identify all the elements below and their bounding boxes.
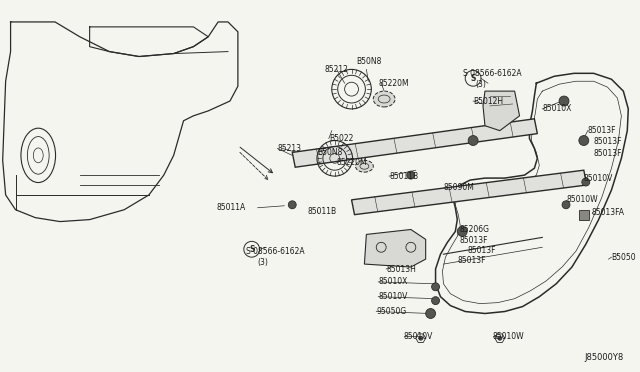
Text: 85220M: 85220M: [378, 79, 409, 88]
Text: 85011B: 85011B: [389, 171, 418, 181]
Text: 85010V: 85010V: [404, 332, 433, 341]
Text: 85013F: 85013F: [458, 256, 486, 264]
Polygon shape: [292, 119, 538, 167]
Text: 85010V: 85010V: [378, 292, 408, 301]
Text: 85010W: 85010W: [566, 195, 598, 204]
Text: B5012H: B5012H: [473, 96, 503, 106]
Text: 85013F: 85013F: [467, 246, 496, 255]
Text: 85220M: 85220M: [337, 158, 367, 167]
Text: 85010X: 85010X: [542, 105, 572, 113]
Text: 85010X: 85010X: [378, 278, 408, 286]
Circle shape: [582, 178, 589, 186]
Ellipse shape: [355, 160, 373, 172]
Text: 85213: 85213: [277, 144, 301, 153]
Text: 85010V: 85010V: [584, 174, 613, 183]
Text: 85013F: 85013F: [460, 236, 488, 245]
Circle shape: [498, 336, 502, 340]
Text: S: S: [470, 74, 476, 83]
Circle shape: [419, 336, 422, 340]
Circle shape: [407, 171, 415, 179]
Circle shape: [562, 201, 570, 209]
Text: S: S: [249, 245, 255, 254]
Circle shape: [288, 201, 296, 209]
Text: 85013H: 85013H: [386, 264, 416, 273]
Circle shape: [559, 96, 569, 106]
Circle shape: [426, 308, 436, 318]
Polygon shape: [364, 230, 426, 267]
Text: J85000Y8: J85000Y8: [584, 353, 623, 362]
Text: 85010W: 85010W: [493, 332, 525, 341]
Circle shape: [468, 136, 478, 145]
Text: 85212: 85212: [325, 65, 349, 74]
Text: 95050G: 95050G: [376, 307, 406, 316]
Text: (3): (3): [475, 80, 486, 89]
Text: B5022: B5022: [329, 134, 353, 143]
Polygon shape: [351, 170, 587, 215]
Text: (3): (3): [258, 257, 269, 267]
Text: 85011B: 85011B: [307, 207, 336, 216]
Circle shape: [458, 227, 467, 236]
Text: 85011A: 85011A: [216, 203, 245, 212]
Circle shape: [431, 297, 440, 305]
Text: S 08566-6162A: S 08566-6162A: [463, 69, 522, 78]
Circle shape: [431, 283, 440, 291]
Text: 85013F: 85013F: [594, 137, 622, 146]
Polygon shape: [483, 91, 520, 131]
Text: B5050: B5050: [611, 253, 636, 262]
Text: 85090M: 85090M: [444, 183, 474, 192]
Bar: [579, 210, 589, 219]
Text: B50N8: B50N8: [356, 57, 382, 66]
Circle shape: [579, 136, 589, 145]
Text: 85013FA: 85013FA: [592, 208, 625, 217]
Text: 85013F: 85013F: [588, 126, 616, 135]
Text: B50N8: B50N8: [317, 148, 342, 157]
Text: S 08566-6162A: S 08566-6162A: [246, 247, 305, 256]
Ellipse shape: [373, 91, 395, 107]
Text: 85013F: 85013F: [594, 149, 622, 158]
Text: 85206G: 85206G: [460, 225, 489, 234]
